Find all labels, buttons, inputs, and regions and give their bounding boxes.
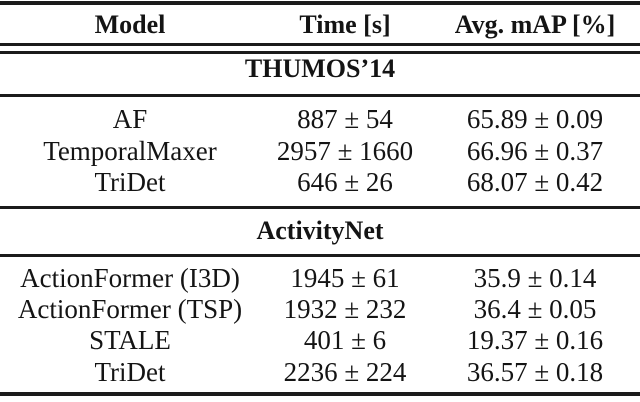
model-cell: ActionFormer (TSP) [17, 294, 243, 324]
time-cell: 646 ± 26 [297, 167, 393, 197]
table-row: ActionFormer (TSP) 1932 ± 232 36.4 ± 0.0… [0, 293, 640, 325]
table-row: STALE 401 ± 6 19.37 ± 0.16 [0, 324, 640, 356]
table-row: TemporalMaxer 2957 ± 1660 66.96 ± 0.37 [0, 135, 640, 167]
time-cell: 887 ± 54 [297, 104, 393, 134]
time-cell: 1932 ± 232 [283, 294, 407, 324]
model-cell: ActionFormer (I3D) [20, 263, 240, 293]
section-title: THUMOS’14 [244, 54, 396, 83]
table-rule-above-activitynet [0, 205, 640, 209]
time-cell: 2236 ± 224 [283, 357, 407, 387]
map-cell: 68.07 ± 0.42 [466, 167, 604, 197]
column-header-map: Avg. mAP [%] [454, 10, 616, 39]
map-cell: 35.9 ± 0.14 [473, 263, 597, 293]
table-rule-header-double-2 [0, 51, 640, 54]
model-cell: TriDet [94, 357, 166, 387]
map-cell: 66.96 ± 0.37 [466, 136, 604, 166]
map-cell: 36.57 ± 0.18 [466, 357, 604, 387]
table-row: ActionFormer (I3D) 1945 ± 61 35.9 ± 0.14 [0, 262, 640, 294]
table-rule-bottom [0, 391, 640, 396]
table-rule-below-activitynet [0, 254, 640, 257]
time-cell: 2957 ± 1660 [276, 136, 414, 166]
map-cell: 36.4 ± 0.05 [473, 294, 597, 324]
column-header-model: Model [94, 10, 166, 39]
section-header-thumos14: THUMOS’14 [0, 53, 640, 85]
table-row: TriDet 2236 ± 224 36.57 ± 0.18 [0, 356, 640, 388]
model-cell: STALE [89, 325, 171, 355]
table-row: TriDet 646 ± 26 68.07 ± 0.42 [0, 166, 640, 198]
time-cell: 1945 ± 61 [290, 263, 400, 293]
model-cell: TemporalMaxer [43, 136, 217, 166]
map-cell: 65.89 ± 0.09 [466, 104, 604, 134]
column-header-time: Time [s] [299, 10, 391, 39]
table-rule-below-thumos [0, 93, 640, 97]
section-title: ActivityNet [256, 216, 384, 245]
table-rule-top [0, 1, 640, 5]
table-rule-header-double-1 [0, 43, 640, 46]
model-cell: AF [112, 104, 148, 134]
model-cell: TriDet [94, 167, 166, 197]
time-cell: 401 ± 6 [303, 325, 387, 355]
table-row: AF 887 ± 54 65.89 ± 0.09 [0, 103, 640, 135]
table-header-row: Model Time [s] Avg. mAP [%] [0, 9, 640, 41]
map-cell: 19.37 ± 0.16 [466, 325, 604, 355]
section-header-activitynet: ActivityNet [0, 215, 640, 247]
